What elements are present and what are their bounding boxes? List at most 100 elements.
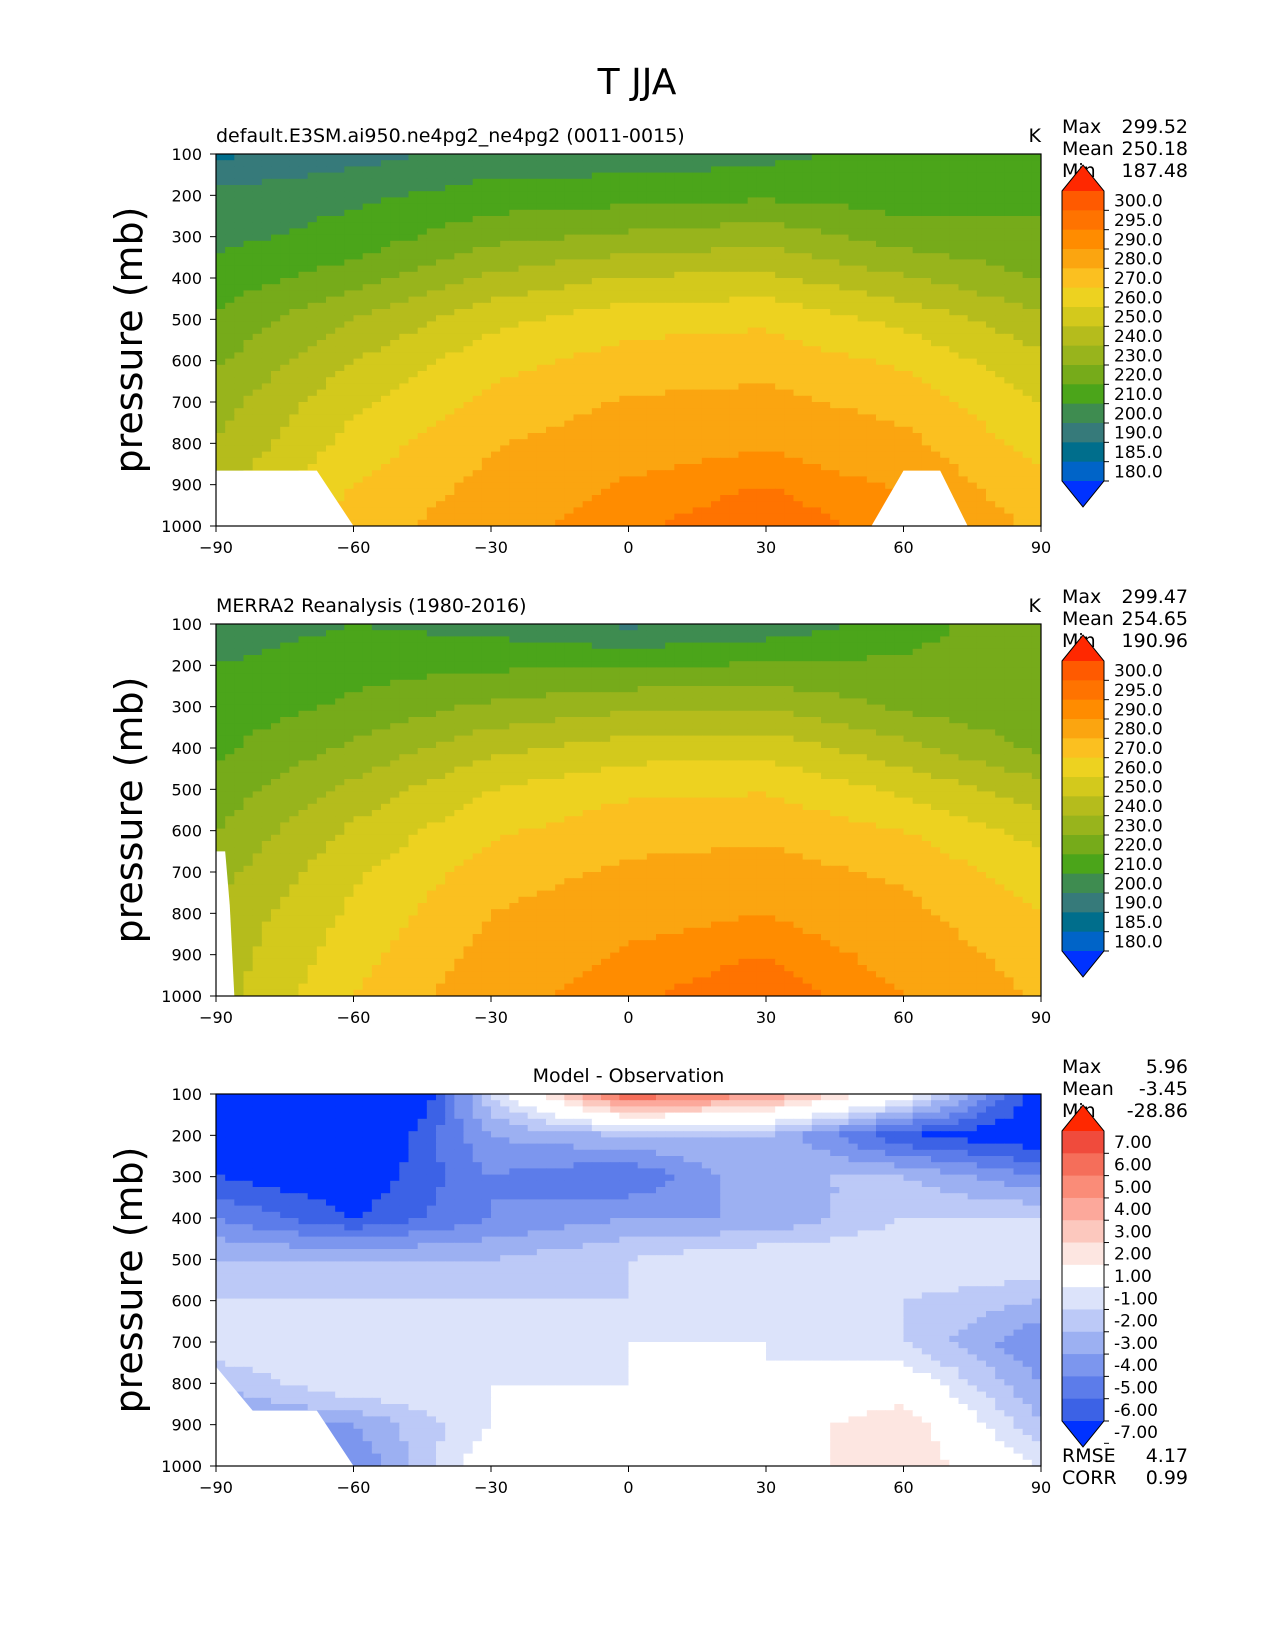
- field-cell: [472, 402, 483, 409]
- field-cell: [454, 482, 465, 490]
- field-cell: [261, 259, 272, 267]
- field-cell: [408, 222, 419, 229]
- field-cell: [472, 414, 483, 422]
- field-cell: [298, 389, 309, 397]
- field-cell: [316, 408, 327, 415]
- field-cell: [445, 271, 455, 279]
- field-cell: [793, 284, 804, 291]
- field-cell: [316, 451, 327, 459]
- field-cell: [802, 402, 813, 409]
- field-cell: [628, 290, 639, 298]
- field-cell: [986, 253, 996, 260]
- field-cell: [261, 309, 272, 316]
- field-cell: [436, 457, 446, 465]
- field-cell: [793, 228, 804, 236]
- field-cell: [921, 216, 932, 223]
- field-cell: [692, 439, 703, 446]
- field-cell: [417, 352, 428, 360]
- field-cell: [610, 309, 620, 316]
- field-cell: [1022, 445, 1033, 453]
- field-cell: [766, 439, 776, 446]
- field-cell: [243, 203, 254, 211]
- field-cell: [381, 240, 391, 248]
- field-cell: [720, 333, 730, 341]
- field-cell: [674, 402, 685, 409]
- field-cell: [371, 309, 382, 316]
- field-cell: [390, 265, 400, 273]
- field-cell: [775, 327, 785, 335]
- field-cell: [986, 488, 996, 496]
- field-cell: [821, 482, 831, 490]
- field-cell: [216, 414, 226, 422]
- field-cell: [481, 482, 492, 490]
- field-cell: [747, 259, 758, 267]
- field-cell: [280, 278, 290, 285]
- field-cell: [234, 247, 245, 254]
- field-cell: [509, 178, 520, 186]
- field-cell: [261, 178, 272, 186]
- field-cell: [1013, 482, 1024, 490]
- field-cell: [234, 284, 245, 291]
- field-cell: [766, 389, 776, 397]
- field-cell: [793, 433, 804, 440]
- field-cell: [298, 296, 309, 304]
- field-cell: [381, 166, 391, 174]
- field-cell: [711, 352, 721, 360]
- field-cell: [747, 340, 758, 347]
- field-cell: [811, 377, 822, 384]
- field-cell: [289, 414, 300, 422]
- field-cell: [628, 426, 639, 434]
- field-cell: [216, 278, 226, 285]
- field-cell: [417, 358, 428, 366]
- field-cell: [1031, 172, 1041, 180]
- field-cell: [729, 439, 740, 446]
- field-cell: [454, 253, 465, 260]
- field-cell: [665, 228, 675, 236]
- field-cell: [481, 340, 492, 347]
- field-cell: [216, 420, 226, 428]
- field-cell: [1022, 160, 1033, 167]
- field-cell: [793, 395, 804, 403]
- field-cell: [830, 395, 840, 403]
- field-cell: [591, 247, 602, 254]
- field-cell: [711, 439, 721, 446]
- field-cell: [848, 414, 859, 422]
- field-cell: [344, 383, 355, 391]
- field-cell: [674, 457, 685, 465]
- field-cell: [445, 154, 455, 161]
- field-cell: [665, 364, 675, 372]
- field-cell: [481, 228, 492, 236]
- field-cell: [738, 402, 749, 409]
- field-cell: [821, 371, 831, 378]
- field-cell: [628, 216, 639, 223]
- field-cell: [701, 327, 712, 335]
- field-cell: [326, 377, 336, 384]
- field-cell: [344, 290, 355, 298]
- field-cell: [491, 315, 501, 322]
- field-cell: [711, 333, 721, 341]
- field-cell: [426, 191, 437, 198]
- field-cell: [527, 457, 538, 465]
- field-cell: [1013, 154, 1024, 161]
- field-cell: [674, 464, 685, 471]
- field-cell: [656, 389, 666, 397]
- field-cell: [711, 271, 721, 279]
- field-cell: [381, 340, 391, 347]
- field-cell: [316, 278, 327, 285]
- field-cell: [390, 191, 400, 198]
- field-cell: [637, 315, 648, 322]
- field-cell: [252, 383, 263, 391]
- field-cell: [509, 191, 520, 198]
- field-cell: [399, 216, 410, 223]
- field-cell: [491, 222, 501, 229]
- field-cell: [546, 451, 556, 459]
- field-cell: [1031, 408, 1041, 415]
- field-cell: [811, 284, 822, 291]
- field-cell: [280, 197, 290, 205]
- field-cell: [683, 433, 694, 440]
- field-cell: [839, 451, 850, 459]
- field-cell: [912, 439, 923, 446]
- field-cell: [1013, 395, 1024, 403]
- field-cell: [628, 321, 639, 329]
- field-cell: [362, 346, 373, 353]
